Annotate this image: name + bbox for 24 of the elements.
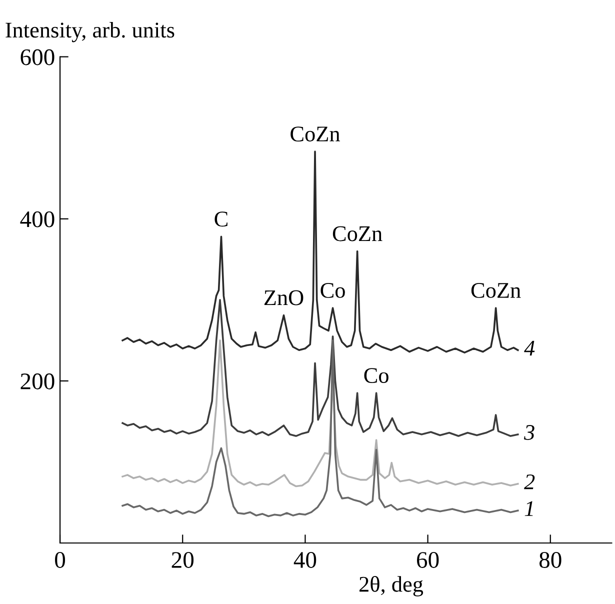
y-tick-label: 600	[20, 49, 54, 66]
annotation: ZnO	[264, 290, 304, 306]
annotation: CoZn	[290, 126, 340, 142]
line-series	[122, 340, 519, 488]
annotation: Co	[320, 282, 345, 298]
x-tick-label: 20	[172, 552, 194, 568]
annotation: C	[214, 212, 228, 227]
x-axis-title: 2θ, deg	[360, 576, 424, 596]
y-tick-label: 200	[20, 373, 54, 390]
annotation: CoZn	[471, 282, 521, 298]
series-label: 4	[524, 340, 535, 356]
y-axis-title: Intensity, arb. units	[6, 22, 174, 42]
x-tick-label: 80	[539, 552, 562, 568]
x-tick-label: 40	[294, 552, 316, 568]
series-label: 1	[524, 501, 533, 516]
y-tick-label: 400	[20, 211, 54, 228]
line-series	[122, 150, 519, 354]
annotation: Co	[364, 368, 388, 384]
series-label: 3	[524, 425, 534, 440]
x-tick-label: 0	[55, 552, 66, 568]
line-series	[122, 340, 519, 518]
series-label: 2	[524, 474, 535, 490]
annotation: CoZn	[332, 226, 382, 242]
x-tick-label: 60	[417, 552, 439, 568]
